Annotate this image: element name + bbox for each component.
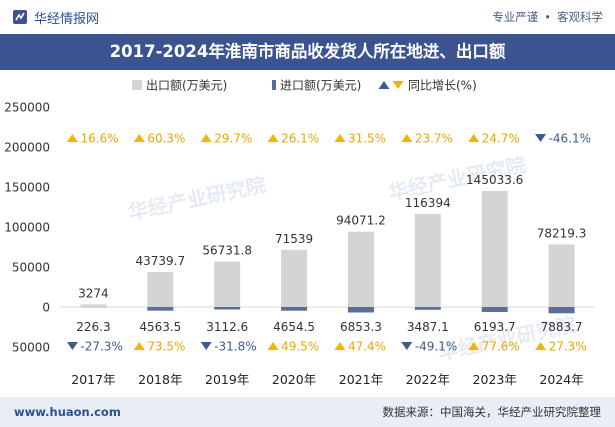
import-value-label: 3112.6 (206, 320, 248, 334)
x-tick-label: 2021年 (339, 372, 383, 387)
import-growth-icon (133, 342, 145, 350)
chart-title: 2017-2024年淮南市商品收发货人所在地进、出口额 (0, 34, 615, 70)
export-value-label: 116394 (405, 196, 451, 210)
export-growth-icon (267, 134, 279, 142)
legend-export-swatch (132, 80, 142, 90)
import-value-label: 7883.7 (541, 320, 583, 334)
export-bar (214, 261, 241, 307)
import-bar (214, 307, 241, 310)
slogan-right: 客观科学 (557, 10, 603, 24)
import-growth-label: -27.3% (80, 340, 122, 354)
x-tick-label: 2023年 (473, 372, 517, 387)
import-growth-label: 77.6% (482, 340, 520, 354)
y-tick-label: 0 (42, 301, 50, 315)
export-growth-label: 24.7% (482, 132, 520, 146)
import-growth-icon (468, 342, 480, 350)
x-tick-label: 2020年 (272, 372, 316, 387)
export-value-label: 71539 (275, 232, 313, 246)
export-growth-icon (334, 134, 346, 142)
export-growth-label: 31.5% (348, 132, 386, 146)
export-growth-icon (535, 134, 547, 142)
x-tick-label: 2024年 (539, 372, 583, 387)
watermark: 华经产业研究院 (126, 172, 268, 225)
export-growth-icon (401, 134, 413, 142)
export-growth-icon (66, 134, 78, 142)
y-tick-label: 150000 (4, 181, 50, 195)
top-bar: 华经情报网 专业严谨 • 客观科学 (0, 0, 615, 34)
footer-website: www.huaon.com (14, 405, 121, 419)
import-value-label: 226.3 (76, 320, 110, 334)
y-tick-label: 50000 (12, 261, 50, 275)
import-growth-icon (535, 342, 547, 350)
export-value-label: 43739.7 (136, 254, 186, 268)
legend-growth-up-icon (378, 81, 390, 89)
legend-import-label: 进口额(万美元) (280, 79, 361, 93)
x-tick-label: 2019年 (205, 372, 249, 387)
import-bar (414, 307, 441, 310)
export-bar (347, 231, 374, 307)
export-growth-icon (468, 134, 480, 142)
import-value-label: 4563.5 (139, 320, 181, 334)
export-growth-label: 23.7% (415, 132, 453, 146)
slogan: 专业严谨 • 客观科学 (492, 9, 603, 25)
export-growth-label: 60.3% (147, 132, 185, 146)
import-bar (548, 307, 575, 314)
export-bar (548, 244, 575, 307)
brand-name: 华经情报网 (34, 11, 100, 27)
import-bar (147, 307, 174, 311)
import-value-label: 6193.7 (474, 320, 516, 334)
import-bar (347, 307, 374, 313)
y-tick-label: 250000 (4, 101, 50, 115)
import-growth-icon (401, 342, 413, 350)
footer: www.huaon.com 数据来源：中国海关，华经产业研究院整理 (0, 397, 615, 427)
legend-growth-down-icon (392, 81, 404, 89)
import-value-label: 3487.1 (407, 320, 449, 334)
brand: 华经情报网 (12, 8, 99, 27)
import-growth-label: 73.5% (147, 340, 185, 354)
legend-export-label: 出口额(万美元) (146, 79, 227, 93)
slogan-dot: • (544, 10, 551, 24)
import-growth-label: 27.3% (549, 340, 587, 354)
export-growth-label: 16.6% (80, 132, 118, 146)
import-bar (481, 307, 508, 312)
export-value-label: 78219.3 (537, 226, 587, 240)
export-growth-label: 26.1% (281, 132, 319, 146)
export-value-label: 56731.8 (202, 244, 252, 258)
import-growth-icon (334, 342, 346, 350)
export-bar (80, 304, 107, 307)
export-growth-label: -46.1% (549, 132, 591, 146)
import-growth-label: -31.8% (214, 340, 256, 354)
x-tick-label: 2018年 (138, 372, 182, 387)
x-tick-label: 2022年 (406, 372, 450, 387)
import-growth-label: 47.4% (348, 340, 386, 354)
x-tick-label: 2017年 (71, 372, 115, 387)
legend-growth-label: 同比增长(%) (408, 79, 477, 93)
y-tick-label: 200000 (4, 141, 50, 155)
export-bar (414, 213, 441, 307)
export-bar (481, 190, 508, 307)
export-growth-icon (133, 134, 145, 142)
export-growth-label: 29.7% (214, 132, 252, 146)
import-growth-icon (66, 342, 78, 350)
export-value-label: 94071.2 (336, 214, 386, 228)
export-value-label: 145033.6 (466, 173, 523, 187)
legend-import-swatch (272, 80, 276, 90)
y-tick-label: 50000 (12, 341, 50, 355)
import-growth-icon (267, 342, 279, 350)
import-value-label: 6853.3 (340, 320, 382, 334)
y-tick-label: 100000 (4, 221, 50, 235)
export-growth-icon (200, 134, 212, 142)
import-growth-label: 49.5% (281, 340, 319, 354)
import-growth-icon (200, 342, 212, 350)
export-bar (147, 272, 174, 307)
brand-logo-icon (13, 10, 27, 24)
footer-source: 数据来源：中国海关，华经产业研究院整理 (382, 405, 602, 419)
slogan-left: 专业严谨 (492, 10, 539, 24)
import-bar (281, 307, 308, 311)
export-value-label: 3274 (78, 286, 109, 300)
export-bar (281, 249, 308, 307)
import-value-label: 4654.5 (273, 320, 315, 334)
import-growth-label: -49.1% (415, 340, 457, 354)
